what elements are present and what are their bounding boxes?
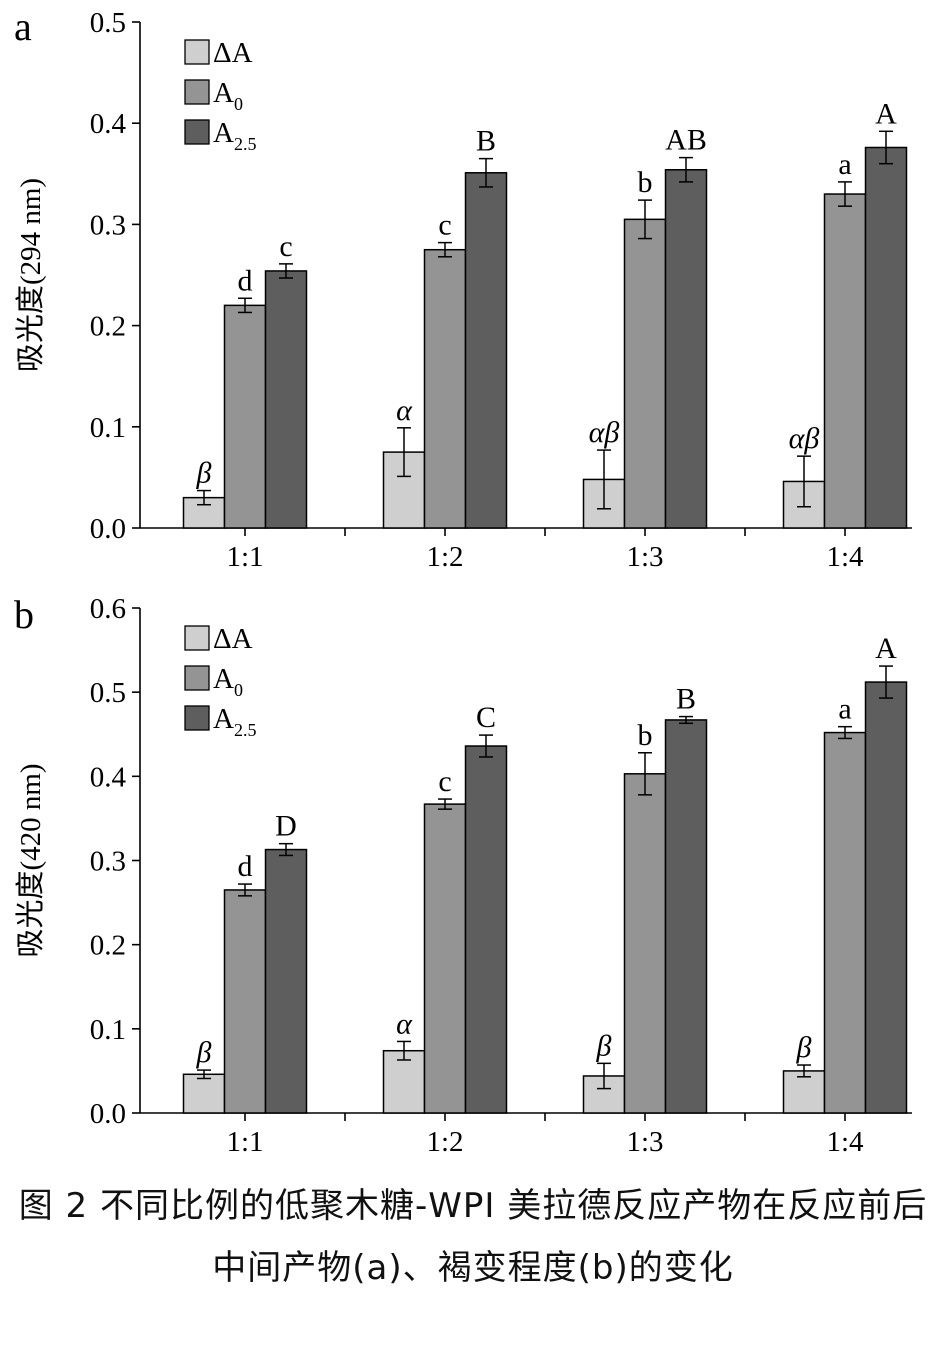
y-tick-label: 0.4 (90, 761, 127, 793)
significance-letter: β (796, 1031, 812, 1064)
significance-letter: AB (665, 124, 707, 157)
bar (464, 745, 508, 1114)
y-tick-label: 0.2 (90, 930, 126, 962)
bar (264, 270, 308, 529)
bar (182, 1073, 226, 1114)
y-tick-label: 0.5 (90, 7, 126, 39)
significance-letter: d (238, 264, 253, 297)
legend-swatch (184, 39, 210, 65)
significance-letter: C (476, 701, 496, 734)
significance-letter: D (275, 810, 297, 843)
bar (823, 193, 867, 529)
bar (623, 773, 667, 1114)
y-tick-label: 0.4 (90, 108, 127, 140)
legend-swatch (184, 79, 210, 105)
legend-label: A0 (213, 77, 243, 114)
x-tick-label: 1:2 (426, 541, 463, 573)
significance-letter: A (875, 632, 897, 665)
bar (623, 218, 667, 529)
significance-letter: B (476, 125, 496, 158)
y-tick-label: 0.3 (90, 846, 126, 878)
y-tick-label: 0.0 (90, 513, 126, 545)
significance-letter: αβ (789, 422, 820, 455)
significance-letter: a (838, 148, 851, 181)
legend-swatch (184, 665, 210, 691)
legend-label: A0 (213, 663, 243, 700)
y-tick-label: 0.3 (90, 209, 126, 241)
bar (464, 172, 508, 529)
y-tick-label: 0.2 (90, 311, 126, 343)
significance-letter: B (676, 683, 696, 716)
y-tick-label: 0.6 (90, 593, 126, 625)
y-tick-label: 0.5 (90, 677, 126, 709)
significance-letter: β (596, 1029, 612, 1062)
x-tick-label: 1:4 (826, 1126, 864, 1158)
bar (823, 731, 867, 1114)
bar (264, 848, 308, 1114)
significance-letter: a (838, 693, 851, 726)
bar (223, 304, 267, 529)
legend-label: A2.5 (213, 117, 256, 154)
significance-letter: α (396, 1007, 413, 1040)
significance-letter: c (279, 230, 292, 263)
x-tick-label: 1:2 (426, 1126, 463, 1158)
significance-letter: c (438, 209, 451, 242)
legend-label: ΔA (213, 37, 253, 69)
significance-letter: α (396, 394, 413, 427)
significance-letter: αβ (589, 416, 620, 449)
panel-label: a (14, 4, 32, 49)
x-tick-label: 1:4 (826, 541, 864, 573)
bar (864, 146, 908, 529)
bar (664, 719, 708, 1114)
significance-letter: d (238, 850, 253, 883)
bar (782, 1070, 826, 1114)
legend-label: A2.5 (213, 703, 256, 740)
bar (223, 889, 267, 1114)
y-axis-label: 吸光度(294 nm) (14, 178, 47, 372)
x-tick-label: 1:3 (626, 1126, 663, 1158)
y-tick-label: 0.0 (90, 1098, 126, 1130)
bar (423, 803, 467, 1114)
significance-letter: c (438, 765, 451, 798)
legend-label: ΔA (213, 623, 253, 655)
significance-letter: β (196, 1036, 212, 1069)
significance-letter: A (875, 97, 897, 130)
legend-swatch (184, 119, 210, 145)
bar (423, 248, 467, 529)
significance-letter: β (196, 457, 212, 490)
figure-caption-line-1: 图 2 不同比例的低聚木糖-WPI 美拉德反应产物在反应前后 (18, 1186, 928, 1226)
figure-caption-line-2: 中间产物(a)、褐变程度(b)的变化 (212, 1248, 734, 1288)
significance-letter: b (638, 719, 653, 752)
legend-swatch (184, 625, 210, 651)
y-axis-label: 吸光度(420 nm) (14, 763, 47, 957)
y-tick-label: 0.1 (90, 1014, 126, 1046)
x-tick-label: 1:1 (226, 1126, 263, 1158)
x-tick-label: 1:3 (626, 541, 663, 573)
panel-label: b (14, 592, 34, 637)
chart-panel-a: a 0.0 0.1 0.2 0.3 0.4 0.5 吸光度(294 nm) 1:1 1:2 1:3 1… (14, 4, 912, 573)
legend-swatch (184, 705, 210, 731)
figure: a 0.0 0.1 0.2 0.3 0.4 0.5 吸光度(294 nm) 1:1 1:2 1:3 1… (14, 4, 912, 1158)
bar (664, 169, 708, 529)
significance-letter: b (638, 166, 653, 199)
bar (382, 1049, 426, 1114)
chart-panel-b: b 0.0 0.1 0.2 0.3 0.4 0.5 0.6 吸光度(420 nm) 1:1 1:2 1… (14, 592, 912, 1158)
x-tick-label: 1:1 (226, 541, 263, 573)
bar (864, 681, 908, 1114)
y-tick-label: 0.1 (90, 412, 126, 444)
